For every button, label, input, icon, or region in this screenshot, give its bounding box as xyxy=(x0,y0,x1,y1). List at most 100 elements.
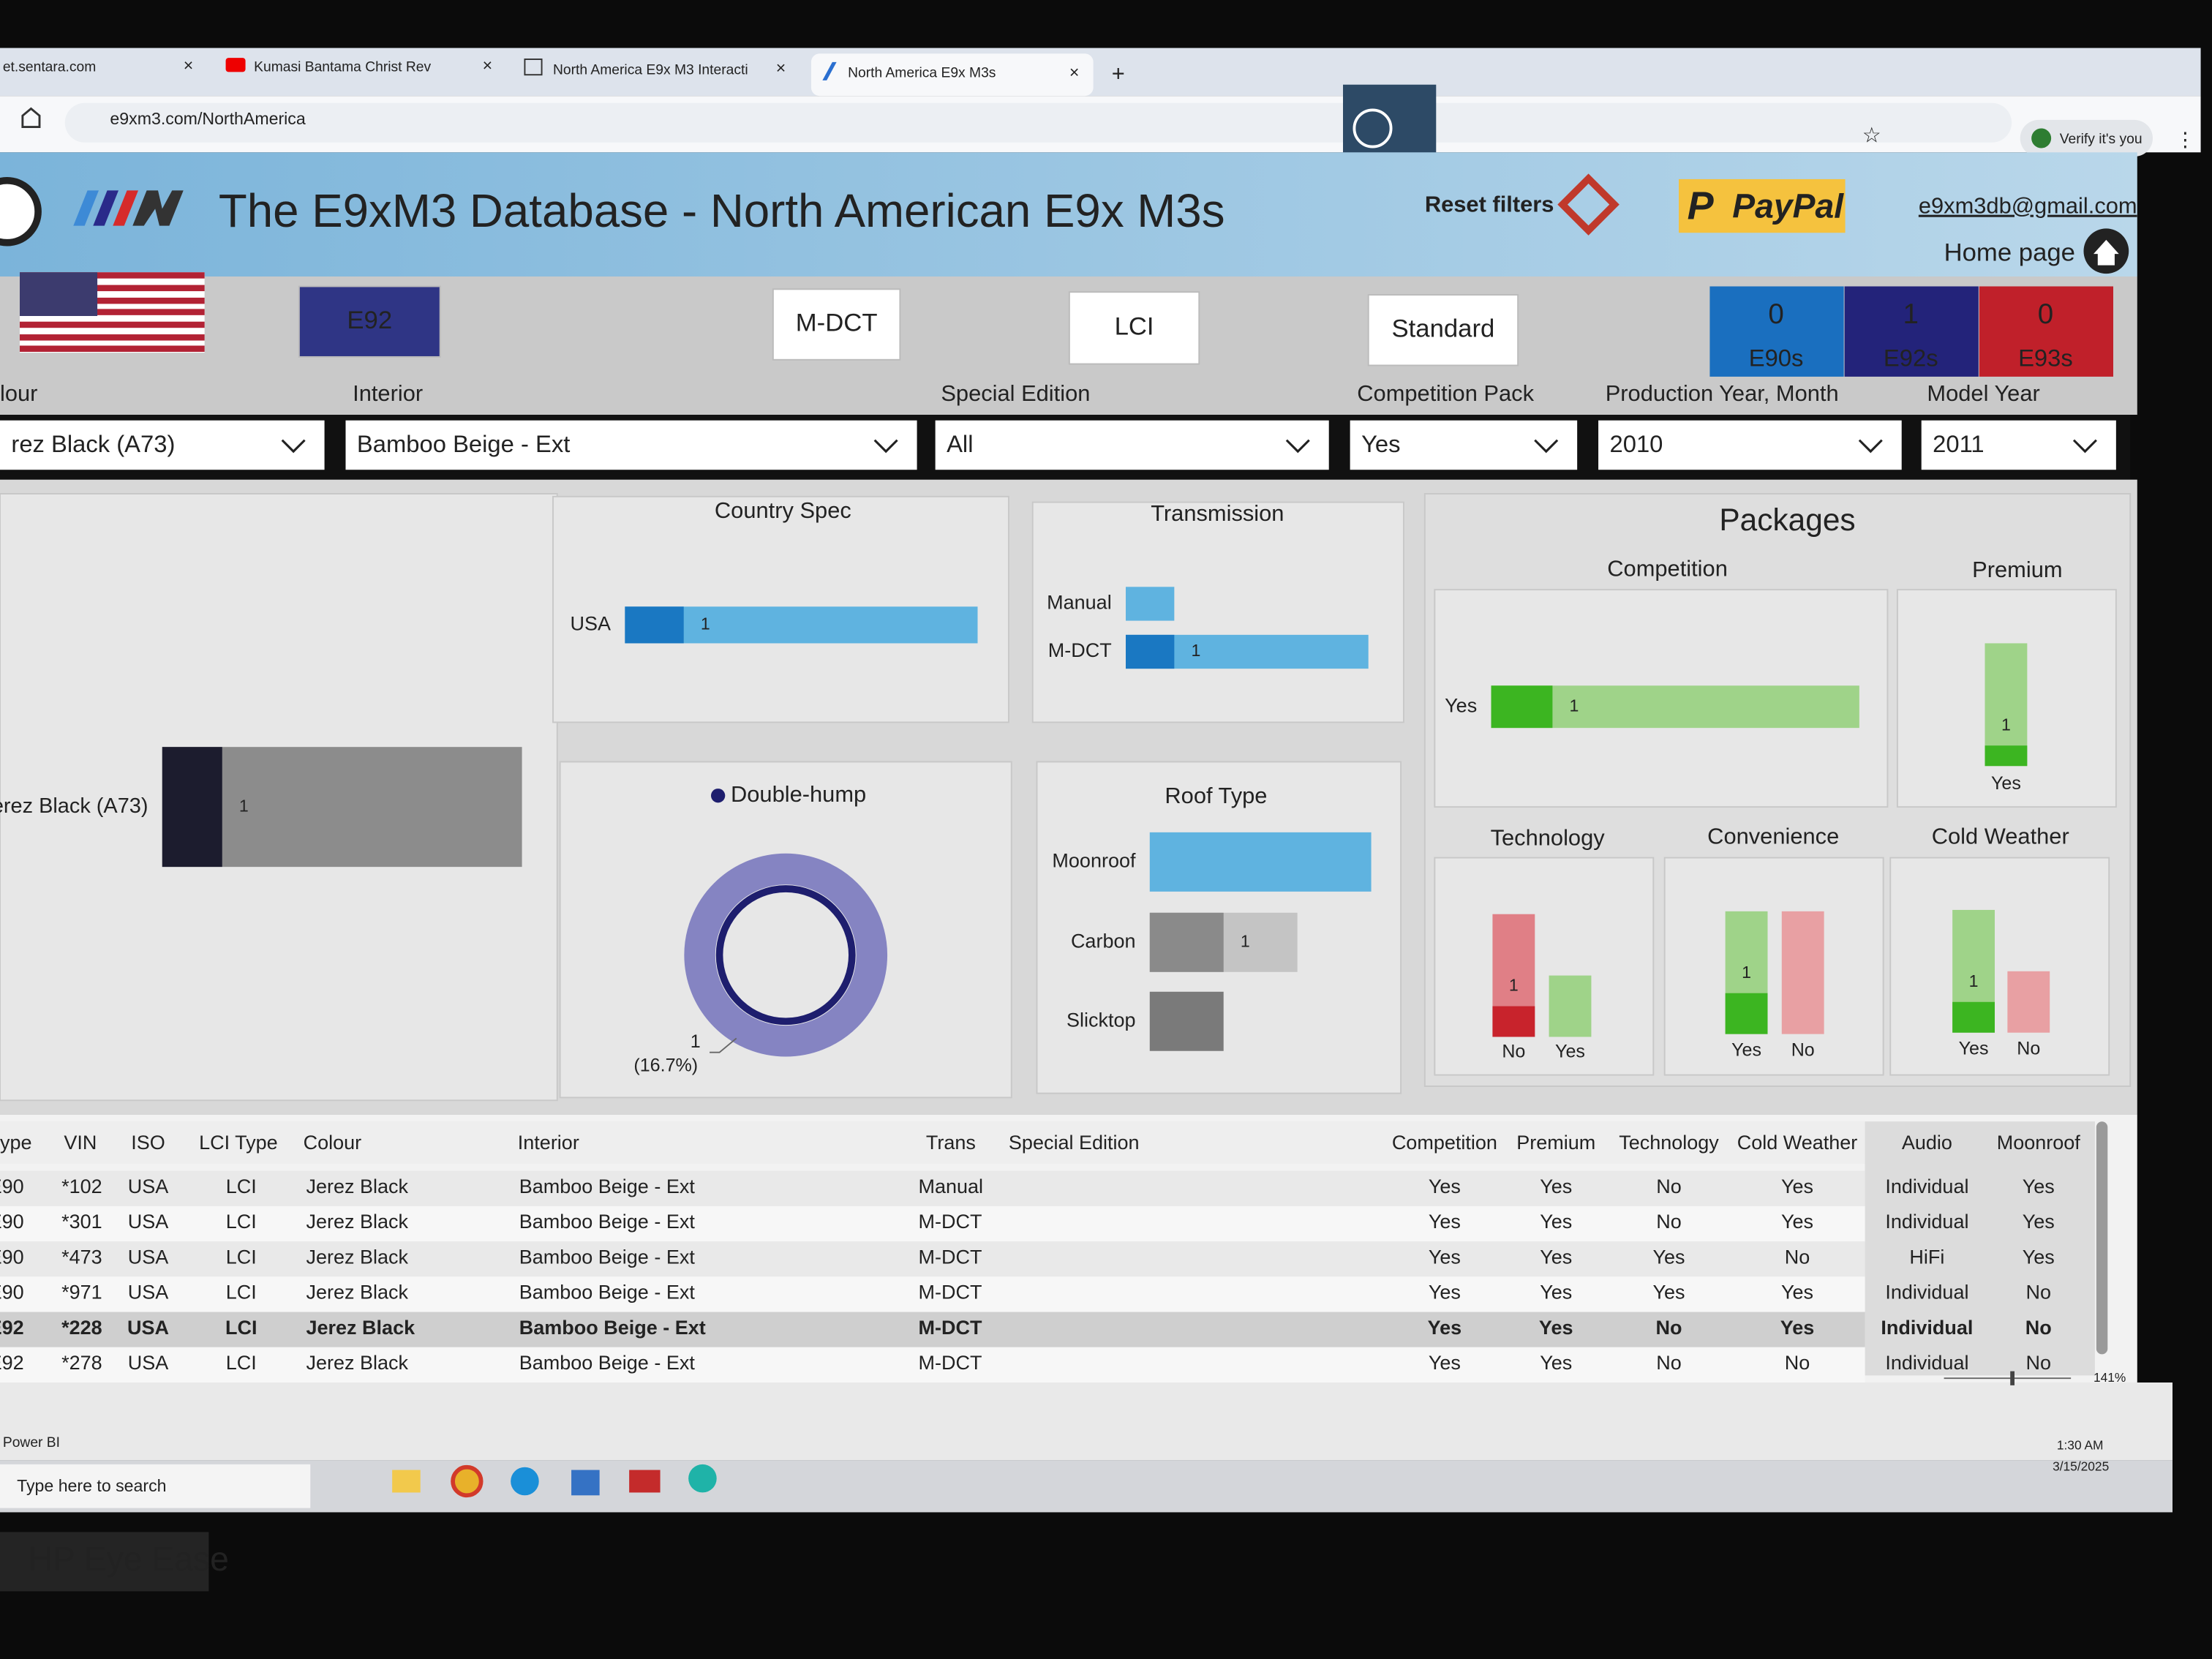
bar-total xyxy=(1985,643,2028,767)
taskbar xyxy=(0,1460,2172,1513)
table-cell: Yes xyxy=(1781,1211,1813,1233)
tab[interactable]: et.sentara.com xyxy=(3,60,96,75)
table-cell: Yes xyxy=(1540,1282,1572,1304)
home-link[interactable]: Home page xyxy=(1944,238,2075,266)
home-icon[interactable] xyxy=(21,107,41,129)
search-placeholder[interactable]: Type here to search xyxy=(17,1476,166,1495)
url[interactable]: e9xm3.com/NorthAmerica xyxy=(110,109,305,128)
table-cell: E90 xyxy=(0,1211,24,1233)
filter-value[interactable]: rez Black (A73) xyxy=(11,430,175,457)
search-box[interactable] xyxy=(0,1464,311,1508)
dropdown-arrow[interactable] xyxy=(1534,439,1559,454)
filter-dropdown[interactable] xyxy=(935,420,1329,470)
table-cell: Yes xyxy=(1429,1211,1461,1233)
column-header[interactable]: Trans xyxy=(926,1132,976,1154)
dropdown-arrow[interactable] xyxy=(281,439,306,454)
store-icon[interactable] xyxy=(571,1470,600,1496)
url-field[interactable] xyxy=(64,102,2012,143)
flag-stripe xyxy=(20,321,205,328)
table-row[interactable] xyxy=(0,1205,1865,1242)
selector-button[interactable] xyxy=(298,285,441,358)
table-row[interactable] xyxy=(0,1170,1865,1206)
zoom-level: 141% xyxy=(2094,1370,2126,1385)
tab[interactable]: North America E9x M3s xyxy=(848,65,996,80)
chart-title: Country Spec xyxy=(715,497,851,523)
selector-button[interactable] xyxy=(1367,294,1519,366)
selector-button-label[interactable]: Standard xyxy=(1391,315,1494,342)
reset-filters[interactable]: Reset filters xyxy=(1425,192,1554,217)
selector-button[interactable] xyxy=(1068,291,1200,365)
column-header[interactable]: VIN xyxy=(64,1132,97,1154)
tab-close[interactable]: × xyxy=(776,59,786,78)
selector-button-label[interactable]: LCI xyxy=(1115,313,1154,341)
bar-highlight xyxy=(1725,993,1768,1034)
scrollbar[interactable] xyxy=(2096,1121,2108,1355)
table-cell: E90 xyxy=(0,1282,24,1304)
menu-icon[interactable]: ⋮ xyxy=(2175,129,2195,151)
filter-value[interactable]: 2011 xyxy=(1933,430,1984,457)
paypal-button[interactable] xyxy=(1679,178,1846,233)
table-row[interactable] xyxy=(0,1276,1865,1312)
column-header[interactable]: ISO xyxy=(131,1132,165,1154)
edge-icon[interactable] xyxy=(511,1467,539,1496)
profile-label[interactable]: Verify it's you xyxy=(2060,132,2143,147)
powerbi-link[interactable]: Power BI xyxy=(3,1435,60,1451)
column-header[interactable]: Audio xyxy=(1902,1132,1952,1154)
email-link[interactable]: e9xm3db@gmail.com xyxy=(1919,193,2137,219)
table-row[interactable] xyxy=(0,1347,1865,1382)
dropdown-arrow[interactable] xyxy=(1285,439,1310,454)
star-icon[interactable]: ☆ xyxy=(1862,124,1881,148)
dropdown-arrow[interactable] xyxy=(873,439,898,454)
profile-button[interactable] xyxy=(2020,119,2153,157)
column-header[interactable]: Cold Weather xyxy=(1737,1132,1858,1154)
column-header[interactable]: Technology xyxy=(1619,1132,1719,1154)
filter-value[interactable]: All xyxy=(947,430,973,457)
app-icon[interactable] xyxy=(688,1464,717,1493)
tab-close[interactable]: × xyxy=(1069,62,1080,81)
tab-close[interactable]: × xyxy=(184,56,194,75)
column-header[interactable]: Moonroof xyxy=(1997,1132,2081,1154)
selector-button-label[interactable]: E92 xyxy=(347,306,392,334)
value-label: 1 xyxy=(1570,696,1579,715)
table-cell: Jerez Black xyxy=(306,1211,409,1233)
filter-value[interactable]: Yes xyxy=(1361,430,1400,457)
tab-icon xyxy=(822,61,837,80)
selector-button[interactable] xyxy=(772,288,901,361)
tab-close[interactable]: × xyxy=(483,56,493,75)
dropdown-arrow[interactable] xyxy=(1858,439,1883,454)
paypal-label[interactable]: PayPal xyxy=(1732,187,1844,225)
table-cell: Bamboo Beige - Ext xyxy=(519,1317,706,1339)
value-label: 1 xyxy=(1742,963,1751,982)
table-row[interactable] xyxy=(0,1312,1865,1347)
filter-dropdown[interactable] xyxy=(345,420,917,470)
table-row[interactable] xyxy=(0,1241,1865,1277)
dropdown-arrow[interactable] xyxy=(2072,439,2097,454)
column-header[interactable]: Competition xyxy=(1392,1132,1497,1154)
tab[interactable]: North America E9x M3 Interacti xyxy=(553,63,748,78)
report-footer xyxy=(0,1382,2172,1461)
column-header[interactable]: ype xyxy=(0,1132,32,1154)
column-header[interactable]: LCI Type xyxy=(199,1132,278,1154)
selector-button-label[interactable]: M-DCT xyxy=(796,309,878,337)
eraser-icon[interactable] xyxy=(1557,173,1620,236)
zoom-thumb[interactable] xyxy=(2010,1371,2014,1385)
table-cell: Manual xyxy=(919,1175,984,1197)
tab-icon xyxy=(524,59,543,76)
filter-dropdown[interactable] xyxy=(1598,420,1902,470)
column-header[interactable]: Special Edition xyxy=(1009,1132,1140,1154)
new-tab[interactable]: + xyxy=(1112,60,1125,86)
filter-value[interactable]: Bamboo Beige - Ext xyxy=(357,430,570,457)
chrome-icon[interactable] xyxy=(451,1464,484,1498)
table-cell: M-DCT xyxy=(919,1352,982,1374)
filter-dropdown[interactable] xyxy=(0,420,325,470)
explorer-icon[interactable] xyxy=(392,1470,421,1493)
filter-dropdown[interactable] xyxy=(1921,420,2116,470)
column-header[interactable]: Colour xyxy=(304,1132,362,1154)
app-icon[interactable] xyxy=(629,1470,661,1493)
filter-value[interactable]: 2010 xyxy=(1610,430,1663,457)
column-header[interactable]: Premium xyxy=(1516,1132,1595,1154)
column-header[interactable]: Interior xyxy=(518,1132,579,1154)
clock-date: 3/15/2025 xyxy=(2053,1459,2109,1473)
tab[interactable]: Kumasi Bantama Christ Rev xyxy=(254,60,431,75)
table-cell: M-DCT xyxy=(919,1211,982,1233)
